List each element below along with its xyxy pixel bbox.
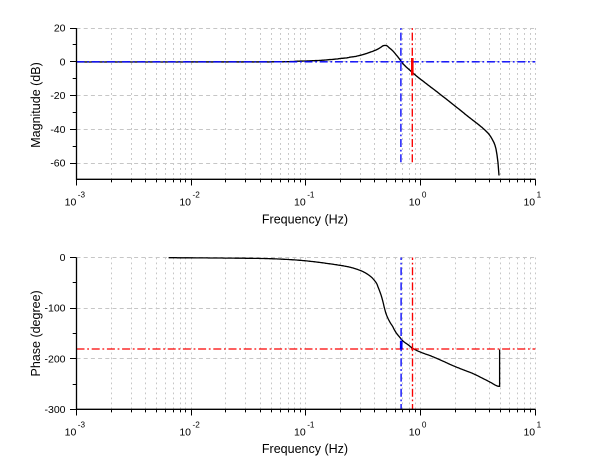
svg-text:-1: -1: [307, 421, 315, 430]
svg-text:-100: -100: [44, 303, 65, 315]
svg-text:10: 10: [523, 426, 535, 438]
svg-text:-200: -200: [44, 353, 65, 365]
svg-text:-2: -2: [193, 421, 201, 430]
svg-text:-40: -40: [50, 124, 65, 136]
svg-text:10: 10: [179, 196, 191, 208]
svg-text:-60: -60: [50, 158, 65, 170]
svg-text:-2: -2: [193, 191, 201, 200]
svg-text:0: 0: [422, 421, 427, 430]
svg-text:20: 20: [54, 23, 66, 35]
svg-text:Frequency (Hz): Frequency (Hz): [262, 213, 348, 227]
svg-text:1: 1: [537, 421, 542, 430]
svg-text:10: 10: [179, 426, 191, 438]
svg-text:0: 0: [422, 191, 427, 200]
svg-text:10: 10: [409, 196, 421, 208]
svg-text:10: 10: [523, 196, 535, 208]
svg-text:0: 0: [60, 56, 66, 68]
svg-text:-20: -20: [50, 90, 65, 102]
svg-text:10: 10: [65, 196, 77, 208]
svg-text:Phase (degree): Phase (degree): [29, 290, 43, 376]
svg-text:-300: -300: [44, 404, 65, 416]
svg-text:-3: -3: [78, 421, 86, 430]
svg-text:10: 10: [294, 196, 306, 208]
svg-text:10: 10: [294, 426, 306, 438]
svg-text:Magnitude (dB): Magnitude (dB): [29, 62, 43, 147]
svg-text:0: 0: [60, 252, 66, 264]
svg-text:Frequency (Hz): Frequency (Hz): [262, 442, 348, 456]
svg-text:-1: -1: [307, 191, 315, 200]
svg-text:10: 10: [65, 426, 77, 438]
svg-text:10: 10: [409, 426, 421, 438]
svg-text:-3: -3: [78, 191, 86, 200]
svg-text:1: 1: [537, 191, 542, 200]
